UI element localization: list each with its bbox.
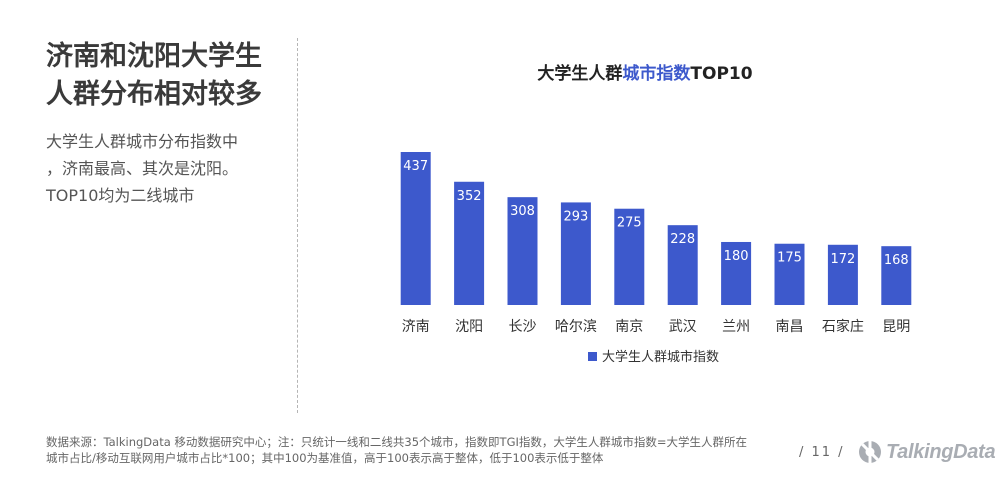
vertical-divider	[297, 38, 298, 413]
talkingdata-logo: TalkingData	[858, 439, 996, 465]
chart-title-prefix: 大学生人群	[537, 64, 623, 84]
headline-line-1: 济南和沈阳大学生	[46, 41, 262, 72]
summary-line-1: 大学生人群城市分布指数中	[46, 132, 239, 151]
bar-8	[774, 243, 805, 305]
x-tick-label-7: 兰州	[722, 319, 750, 335]
footnote-line-2: 城市占比/移动互联网用户城市占比*100；其中100为基准值，高于100表示高于…	[46, 451, 604, 465]
x-tick-label-8: 南昌	[776, 319, 804, 335]
chart-title: 大学生人群城市指数TOP10	[390, 59, 900, 84]
x-tick-label-10: 昆明	[882, 319, 910, 335]
bar-4	[560, 202, 591, 305]
x-tick-label-5: 南京	[615, 319, 643, 335]
data-label-1: 437	[403, 159, 428, 174]
talkingdata-logo-icon	[859, 441, 881, 463]
headline: 济南和沈阳大学生 人群分布相对较多	[46, 38, 286, 114]
bar-9	[827, 244, 858, 305]
data-label-6: 228	[670, 232, 695, 247]
x-tick-label-3: 长沙	[509, 319, 537, 335]
x-tick-label-2: 沈阳	[455, 319, 483, 335]
data-label-2: 352	[457, 189, 482, 204]
bar-5	[614, 208, 645, 305]
brand-name: TalkingData	[886, 440, 996, 463]
x-tick-label-6: 武汉	[669, 319, 697, 335]
legend-label: 大学生人群城市指数	[602, 349, 719, 365]
x-tick-label-1: 济南	[402, 319, 430, 335]
bar-6	[667, 225, 698, 305]
summary-text: 大学生人群城市分布指数中 ，济南最高、其次是沈阳。 TOP10均为二线城市	[46, 128, 286, 209]
bar-2	[454, 181, 485, 305]
bar-1	[400, 152, 431, 305]
data-label-5: 275	[617, 216, 642, 231]
x-tick-label-4: 哈尔滨	[555, 319, 597, 335]
summary-line-3: TOP10均为二线城市	[46, 186, 195, 205]
legend-swatch	[588, 352, 597, 361]
bar-3	[507, 197, 538, 305]
x-tick-label-9: 石家庄	[822, 318, 864, 335]
summary-line-2: ，济南最高、其次是沈阳。	[46, 159, 239, 178]
data-label-9: 172	[830, 252, 855, 267]
bar-7	[721, 241, 752, 305]
page-number: / 11 /	[799, 445, 845, 460]
footnote-line-1: 数据来源：TalkingData 移动数据研究中心；注：只统计一线和二线共35个…	[46, 435, 748, 449]
data-source-footnote: 数据来源：TalkingData 移动数据研究中心；注：只统计一线和二线共35个…	[46, 434, 806, 466]
headline-line-2: 人群分布相对较多	[46, 79, 262, 110]
data-label-10: 168	[884, 253, 909, 268]
chart-title-suffix: TOP10	[690, 64, 753, 84]
data-label-3: 308	[510, 204, 535, 219]
data-label-4: 293	[563, 209, 588, 224]
data-label-8: 175	[777, 251, 802, 266]
data-label-7: 180	[724, 249, 749, 264]
chart-title-highlight: 城市指数	[622, 64, 691, 84]
bar-10	[881, 246, 912, 305]
